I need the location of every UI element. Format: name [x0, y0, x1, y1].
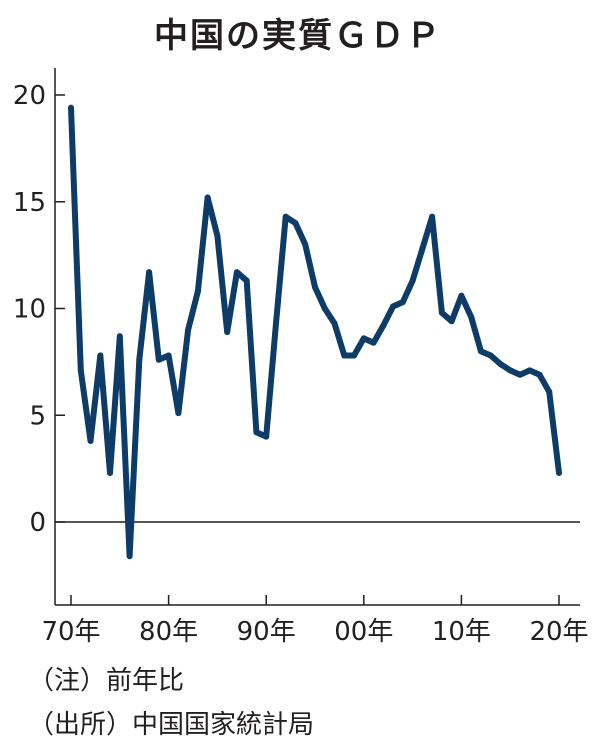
data-point — [272, 320, 279, 327]
y-tick-label: 20 — [13, 81, 46, 111]
data-point — [487, 352, 494, 359]
chart-title: 中国の実質ＧＤＰ — [154, 16, 442, 56]
data-point — [243, 277, 250, 284]
gdp-series-line — [68, 104, 562, 560]
data-point — [116, 333, 123, 340]
x-tick-label: 10年 — [432, 617, 491, 647]
data-point — [165, 352, 172, 359]
data-point — [438, 309, 445, 316]
data-point — [87, 437, 94, 444]
data-point — [516, 371, 523, 378]
data-point — [546, 388, 553, 395]
data-point — [214, 232, 221, 239]
x-ticks: 70年 80年 90年 00年 10年 20年 — [41, 595, 589, 647]
data-point — [107, 469, 114, 476]
data-point — [263, 433, 270, 440]
data-point — [468, 314, 475, 321]
data-point — [155, 356, 162, 363]
y-tick-label: 15 — [13, 188, 46, 218]
data-point — [409, 277, 416, 284]
data-point — [536, 371, 543, 378]
gdp-line-chart: 0 5 10 15 20 70年 80年 90年 00年 10年 20年 — [13, 68, 589, 647]
source-text: （出所）中国国家統計局 — [28, 710, 315, 740]
x-tick-label: 70年 — [41, 617, 100, 647]
data-point — [429, 213, 436, 220]
data-point — [458, 292, 465, 299]
data-point — [68, 104, 74, 111]
data-point — [390, 303, 397, 310]
data-point — [146, 269, 153, 276]
x-tick-label: 90年 — [237, 617, 296, 647]
data-point — [351, 352, 358, 359]
data-point — [312, 284, 318, 291]
data-points — [68, 104, 562, 560]
data-point — [497, 361, 504, 368]
y-ticks: 0 5 10 15 20 — [13, 81, 65, 538]
data-point — [448, 318, 455, 325]
data-point — [175, 410, 182, 417]
data-point — [77, 367, 84, 374]
y-tick-label: 0 — [29, 508, 46, 538]
data-point — [321, 305, 328, 312]
data-point — [204, 194, 211, 201]
data-point — [253, 429, 260, 436]
data-point — [419, 245, 426, 252]
data-point — [477, 348, 484, 355]
data-point — [380, 322, 387, 329]
data-point — [224, 328, 231, 335]
data-point — [292, 220, 299, 227]
y-tick-label: 10 — [13, 295, 46, 325]
data-point — [399, 299, 406, 306]
note-text: （注）前年比 — [28, 666, 185, 696]
x-tick-label: 20年 — [529, 617, 588, 647]
x-tick-label: 00年 — [334, 617, 393, 647]
y-tick-label: 5 — [29, 401, 46, 431]
data-point — [233, 269, 240, 276]
x-tick-label: 80年 — [139, 617, 198, 647]
data-point — [97, 352, 104, 359]
data-point — [185, 326, 192, 333]
data-point — [331, 320, 338, 327]
data-point — [370, 339, 377, 346]
data-point — [282, 213, 289, 220]
data-point — [194, 288, 201, 295]
data-point — [507, 367, 514, 374]
data-point — [556, 469, 562, 476]
data-point — [526, 367, 533, 374]
data-point — [136, 356, 143, 363]
data-point — [302, 241, 309, 248]
data-point — [341, 352, 348, 359]
data-point — [126, 553, 133, 560]
data-point — [360, 335, 367, 342]
